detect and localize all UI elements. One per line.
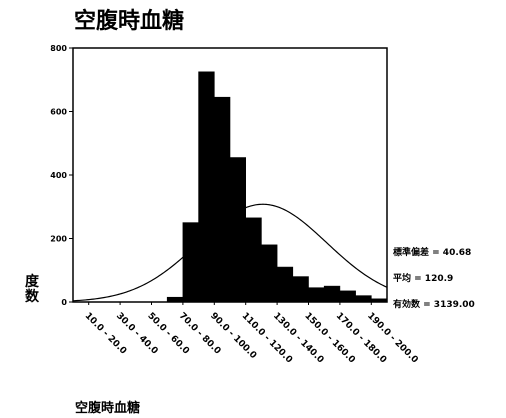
normal-curve-line: [72, 203, 388, 302]
histogram-bar: [245, 217, 262, 303]
y-tick-label: 800: [50, 44, 67, 53]
y-axis-ticks: 0 200 400 600 800: [50, 44, 73, 307]
stat-entry: 有効数 = 3139.00: [393, 298, 475, 310]
histogram-bar: [276, 266, 294, 303]
histogram-bar: [339, 290, 356, 303]
histogram-bar: [370, 298, 388, 303]
histogram-bars: [166, 71, 388, 303]
histogram-bar: [198, 71, 215, 303]
y-tick-label: 200: [50, 235, 67, 244]
y-axis-label-char-1: 度: [25, 273, 40, 290]
x-axis-label: 空腹時血糖: [75, 400, 140, 416]
statistics-legend: 標準偏差 = 40.68 平均 = 120.9 有効数 = 3139.00: [393, 246, 475, 310]
chart-title: 空腹時血糖: [74, 8, 184, 34]
x-axis-ticks: 10.0 - 20.030.0 - 40.050.0 - 60.070.0 - …: [83, 302, 420, 365]
histogram-bar: [229, 157, 246, 303]
stat-entry: 平均 = 120.9: [393, 272, 453, 284]
y-tick-label: 400: [50, 171, 67, 180]
histogram-bar: [323, 285, 341, 303]
histogram-bar: [261, 244, 278, 303]
histogram-bar: [182, 222, 199, 303]
histogram-bar: [308, 287, 325, 303]
histogram-bar: [292, 276, 309, 303]
y-axis-label-char-2: 数: [25, 288, 40, 305]
histogram-bar: [166, 296, 184, 303]
histogram-bar: [355, 295, 372, 303]
stat-entry: 標準偏差 = 40.68: [393, 246, 471, 258]
y-tick-label: 0: [61, 298, 67, 307]
histogram-bar: [214, 96, 231, 303]
y-tick-label: 600: [50, 108, 67, 117]
